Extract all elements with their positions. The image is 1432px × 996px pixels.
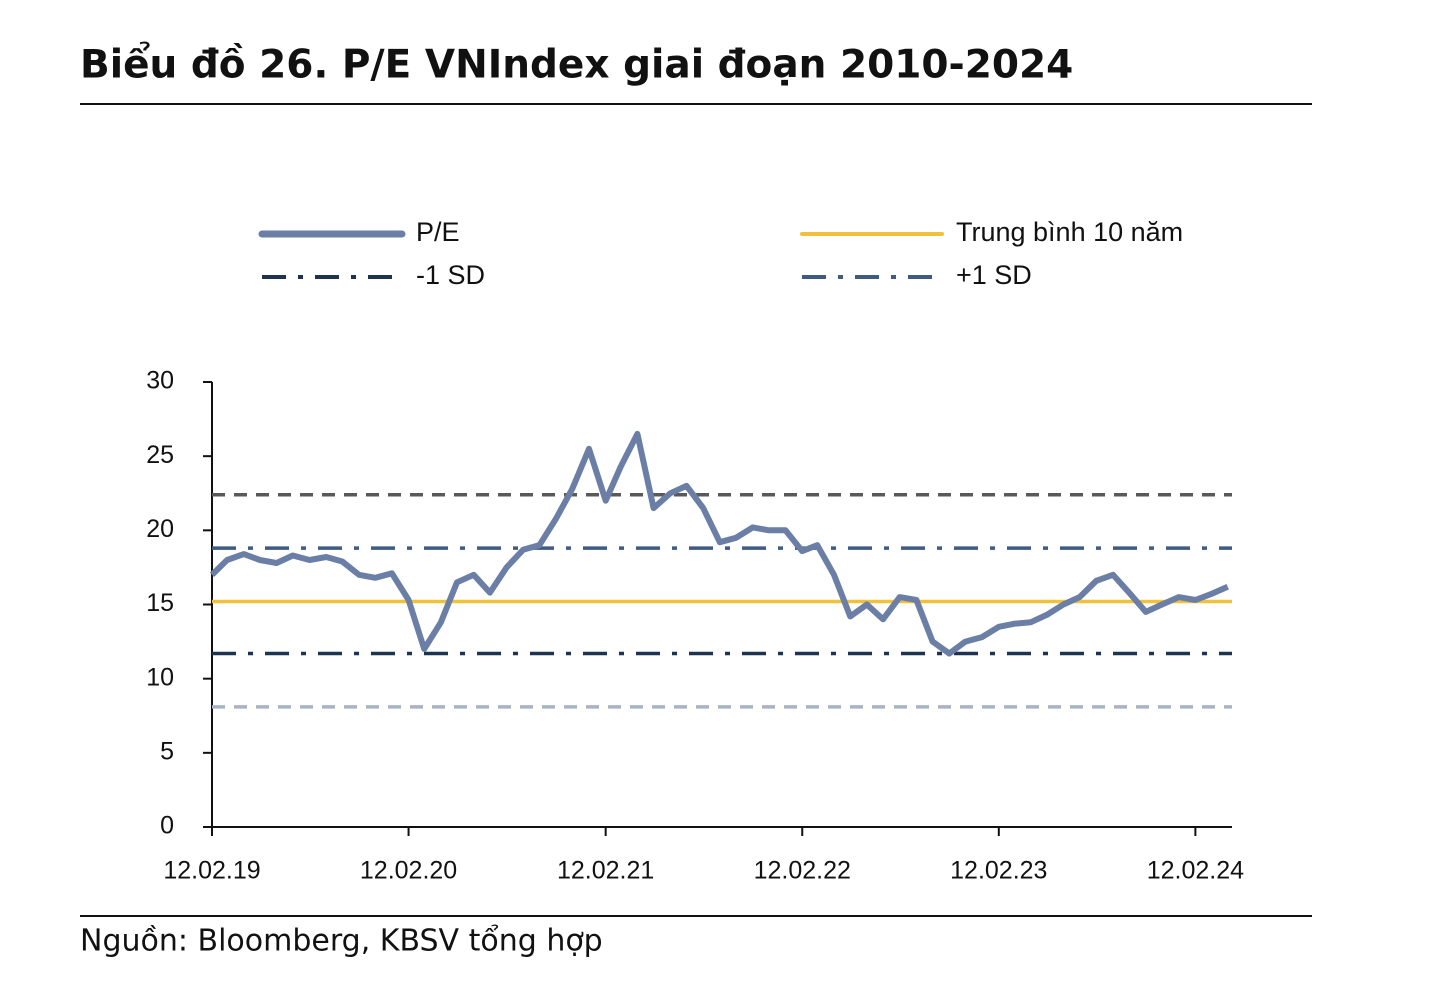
y-tick-label: 30 <box>146 367 174 395</box>
y-tick-label: 25 <box>146 441 174 469</box>
x-tick-label: 12.02.19 <box>163 857 260 885</box>
pe-line <box>209 430 1229 657</box>
x-tick-label: 12.02.21 <box>557 857 654 885</box>
legend-label: -1 SD <box>416 260 485 290</box>
x-tick-label: 12.02.23 <box>950 857 1047 885</box>
y-tick-label: 0 <box>160 812 174 840</box>
x-tick-label: 12.02.24 <box>1147 857 1244 885</box>
chart-title: Biểu đồ 26. P/E VNIndex giai đoạn 2010-2… <box>80 42 1073 88</box>
y-tick-label: 10 <box>146 663 174 691</box>
x-tick-label: 12.02.20 <box>360 857 457 885</box>
y-tick-label: 5 <box>160 737 174 765</box>
legend-label: Trung bình 10 năm <box>956 217 1183 247</box>
source: Nguồn: Bloomberg, KBSV tổng hợp <box>80 923 603 959</box>
y-tick-label: 20 <box>146 515 174 543</box>
legend-label: +1 SD <box>956 260 1032 290</box>
legend-label: P/E <box>416 217 460 247</box>
y-tick-label: 15 <box>146 589 174 617</box>
x-tick-label: 12.02.22 <box>754 857 851 885</box>
